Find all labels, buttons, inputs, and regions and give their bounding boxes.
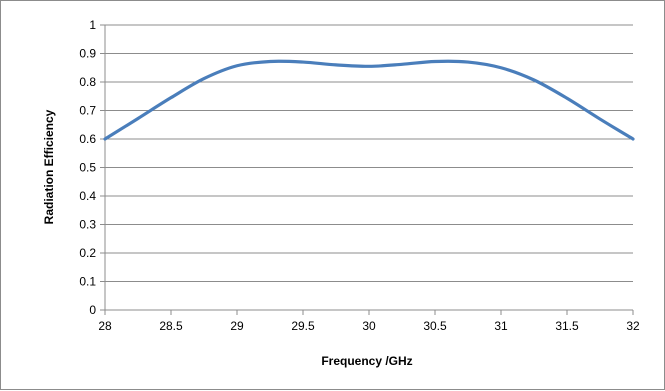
x-tick-label: 31 <box>494 319 508 333</box>
x-tick-label: 28 <box>98 319 112 333</box>
y-tick-label: 0.5 <box>79 161 96 175</box>
x-tick-label: 29.5 <box>291 319 315 333</box>
y-tick-label: 0.9 <box>79 47 96 61</box>
y-tick-label: 0.4 <box>79 189 96 203</box>
y-tick-label: 0 <box>89 303 96 317</box>
x-tick-label: 30 <box>362 319 376 333</box>
y-tick-label: 0.1 <box>79 275 96 289</box>
y-axis-title: Radiation Efficiency <box>42 109 56 224</box>
x-tick-label: 29 <box>230 319 244 333</box>
x-tick-label: 31.5 <box>555 319 579 333</box>
y-tick-label: 0.8 <box>79 75 96 89</box>
x-tick-label: 32 <box>626 319 640 333</box>
y-axis-ticks: 0 0.1 0.2 0.3 0.4 0.5 0.6 0.7 0.8 0.9 1 <box>79 18 105 317</box>
y-tick-label: 0.3 <box>79 218 96 232</box>
x-axis-title: Frequency /GHz <box>321 354 412 368</box>
gridlines <box>105 24 633 282</box>
y-tick-label: 1 <box>89 18 96 32</box>
x-tick-label: 30.5 <box>423 319 447 333</box>
y-tick-label: 0.2 <box>79 246 96 260</box>
series-group <box>103 59 635 141</box>
y-tick-label: 0.6 <box>79 132 96 146</box>
x-axis-ticks: 28 28.5 29 29.5 30 30.5 31 31.5 32 <box>98 310 640 333</box>
y-tick-label: 0.7 <box>79 104 96 118</box>
series-line-0 <box>103 59 635 141</box>
x-tick-label: 28.5 <box>159 319 183 333</box>
